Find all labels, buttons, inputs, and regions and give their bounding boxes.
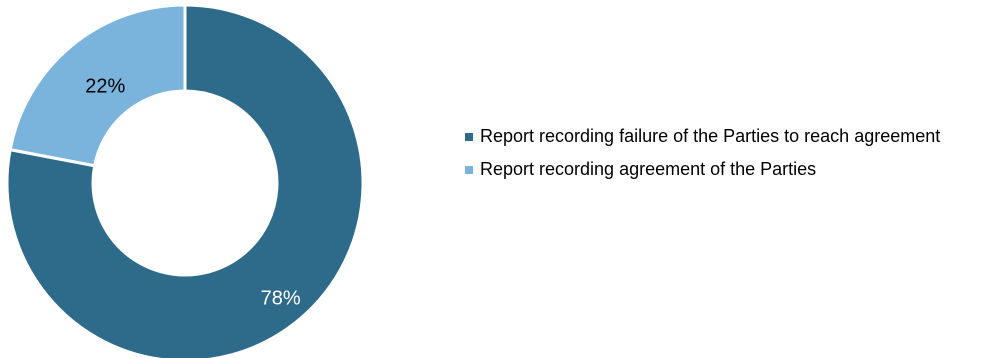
- slice-label-failure: 78%: [261, 288, 301, 310]
- legend-label-failure: Report recording failure of the Parties …: [480, 126, 941, 146]
- legend-swatch-agreement: [465, 166, 473, 174]
- legend-swatch-failure: [465, 133, 473, 141]
- legend-item-failure: Report recording failure of the Parties …: [465, 125, 965, 147]
- legend-item-agreement: Report recording agreement of the Partie…: [465, 158, 965, 180]
- slice-label-agreement: 22%: [85, 76, 125, 98]
- legend: Report recording failure of the Parties …: [465, 125, 965, 191]
- slice-failure: [5, 3, 365, 358]
- slice-agreement: [8, 3, 187, 168]
- legend-label-agreement: Report recording agreement of the Partie…: [480, 159, 817, 179]
